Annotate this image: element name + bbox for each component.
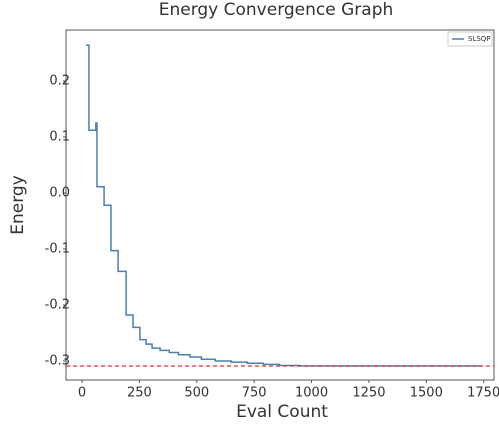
x-axis-label: Eval Count: [236, 402, 328, 422]
y-tick-label: -0.2: [45, 297, 70, 312]
plot-frame: [65, 29, 495, 381]
legend-box: [447, 31, 493, 47]
x-tick-label: 0: [78, 386, 86, 401]
legend-label: SLSQP: [468, 35, 491, 43]
x-tick-label: 1500: [410, 386, 443, 401]
x-tick-label: 1000: [295, 386, 328, 401]
y-tick-label: 0.0: [49, 185, 70, 200]
series-line: [85, 44, 482, 367]
x-tick-label: 1250: [352, 386, 385, 401]
x-tick-label: 250: [127, 386, 152, 401]
chart-title: Energy Convergence Graph: [159, 0, 394, 20]
x-tick-label: 1750: [467, 386, 499, 401]
x-tick-label: 500: [184, 386, 209, 401]
y-axis-label: Energy: [8, 175, 28, 235]
y-tick-label: -0.1: [45, 241, 70, 256]
y-tick-label: 0.1: [49, 129, 70, 144]
y-tick-label: 0.2: [49, 73, 70, 88]
x-tick-label: 750: [242, 386, 267, 401]
y-tick-label: -0.3: [45, 353, 70, 368]
